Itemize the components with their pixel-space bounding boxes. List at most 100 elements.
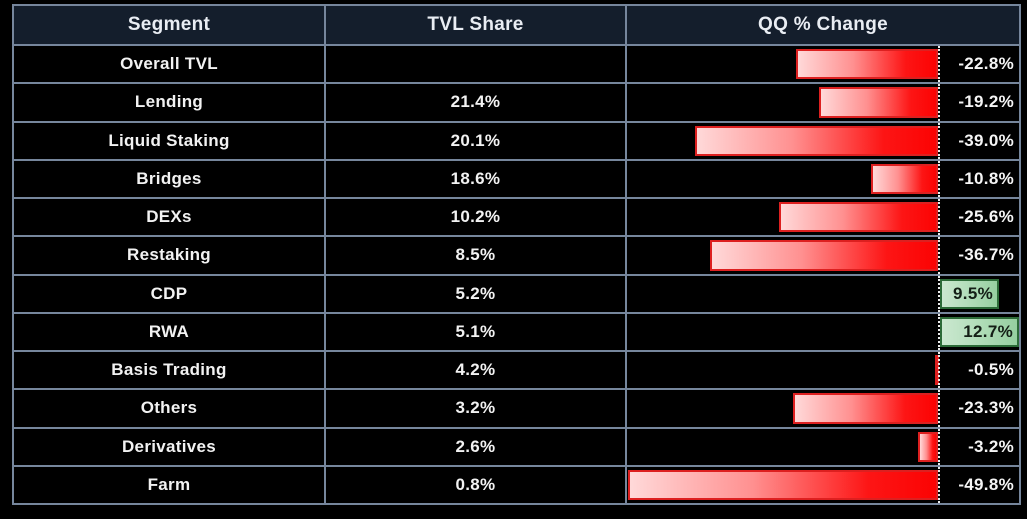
qq-change-cell: -0.5% — [627, 352, 1019, 389]
segment-cell: Liquid Staking — [14, 122, 324, 159]
tvl-share-value: 5.2% — [455, 283, 496, 303]
segment-cell: Lending — [14, 84, 324, 121]
segment-cell: RWA — [14, 313, 324, 350]
qq-change-bar — [710, 240, 938, 271]
zero-baseline — [938, 466, 940, 503]
tvl-share-cell: 3.2% — [326, 390, 625, 427]
qq-change-value: -10.8% — [958, 168, 1014, 188]
segment-cell: Farm — [14, 466, 324, 503]
segment-label: Liquid Staking — [108, 130, 230, 150]
zero-baseline — [938, 428, 940, 465]
qq-change-bar — [628, 469, 938, 500]
zero-baseline — [938, 160, 940, 197]
column-header-segment: Segment — [14, 6, 324, 44]
qq-change-value: -36.7% — [958, 245, 1014, 265]
segment-cell: Derivatives — [14, 428, 324, 465]
zero-baseline — [938, 199, 940, 236]
tvl-share-value: 20.1% — [450, 130, 501, 150]
segment-label: CDP — [150, 283, 188, 303]
qq-change-bar: 9.5% — [940, 278, 999, 309]
qq-change-value: -22.8% — [958, 54, 1014, 74]
qq-change-value: -23.3% — [958, 398, 1014, 418]
qq-change-bar — [779, 202, 938, 233]
tvl-share-value: 18.6% — [450, 168, 501, 188]
qq-change-cell: -10.8% — [627, 160, 1019, 197]
segment-label: Others — [140, 398, 198, 418]
tvl-share-value: 5.1% — [455, 321, 496, 341]
qq-change-bar — [918, 431, 938, 462]
qq-change-bar — [695, 125, 938, 156]
segment-label: RWA — [148, 321, 190, 341]
qq-change-cell: 12.7% — [627, 313, 1019, 350]
tvl-share-cell: 10.2% — [326, 199, 625, 236]
tvl-share-cell: 21.4% — [326, 84, 625, 121]
column-header-segment-label: Segment — [127, 14, 211, 35]
column-header-qq-change-label: QQ % Change — [758, 14, 888, 35]
tvl-share-cell: 0.8% — [326, 466, 625, 503]
zero-baseline — [938, 237, 940, 274]
segment-table: Segment TVL Share QQ % Change Overall TV… — [12, 4, 1021, 505]
qq-change-cell: -23.3% — [627, 390, 1019, 427]
zero-baseline — [938, 313, 940, 350]
segment-label: Basis Trading — [111, 360, 227, 380]
zero-baseline — [938, 46, 940, 83]
qq-change-cell: -22.8% — [627, 46, 1019, 83]
qq-change-cell: -49.8% — [627, 466, 1019, 503]
segment-cell: Overall TVL — [14, 46, 324, 83]
segment-label: Overall TVL — [120, 54, 218, 74]
segment-cell: Bridges — [14, 160, 324, 197]
qq-change-bar: 12.7% — [940, 316, 1019, 347]
tvl-share-value: 8.5% — [455, 245, 496, 265]
tvl-share-cell — [326, 46, 625, 83]
tvl-share-value: 10.2% — [450, 207, 501, 227]
segment-cell: Basis Trading — [14, 352, 324, 389]
qq-change-value: -25.6% — [958, 207, 1014, 227]
segment-label: Farm — [147, 474, 191, 494]
segment-label: Lending — [134, 92, 204, 112]
qq-change-value: -19.2% — [958, 92, 1014, 112]
qq-change-bar — [793, 393, 938, 424]
qq-change-value: -39.0% — [958, 130, 1014, 150]
column-header-tvl-share: TVL Share — [326, 6, 625, 44]
tvl-share-cell: 5.2% — [326, 275, 625, 312]
segment-label: Restaking — [127, 245, 211, 265]
tvl-share-cell: 20.1% — [326, 122, 625, 159]
qq-change-value: -49.8% — [958, 474, 1014, 494]
tvl-share-cell: 5.1% — [326, 313, 625, 350]
zero-baseline — [938, 84, 940, 121]
qq-change-bar — [796, 49, 938, 80]
qq-change-cell: -25.6% — [627, 199, 1019, 236]
segment-cell: Restaking — [14, 237, 324, 274]
segment-label: DEXs — [146, 207, 192, 227]
qq-change-cell: -36.7% — [627, 237, 1019, 274]
qq-change-value: -0.5% — [968, 360, 1014, 380]
tvl-share-cell: 4.2% — [326, 352, 625, 389]
tvl-share-value: 4.2% — [455, 360, 496, 380]
tvl-share-value: 2.6% — [455, 436, 496, 456]
segment-label: Bridges — [136, 168, 202, 188]
zero-baseline — [938, 122, 940, 159]
tvl-share-value: 0.8% — [455, 474, 496, 494]
tvl-share-cell: 8.5% — [326, 237, 625, 274]
qq-change-cell: -3.2% — [627, 428, 1019, 465]
tvl-share-value: 21.4% — [450, 92, 501, 112]
segment-cell: DEXs — [14, 199, 324, 236]
segment-cell: Others — [14, 390, 324, 427]
qq-change-cell: -19.2% — [627, 84, 1019, 121]
segment-cell: CDP — [14, 275, 324, 312]
zero-baseline — [938, 352, 940, 389]
qq-change-value: -3.2% — [968, 436, 1014, 456]
qq-change-cell: 9.5% — [627, 275, 1019, 312]
column-header-qq-change: QQ % Change — [627, 6, 1019, 44]
qq-change-bar — [819, 87, 938, 118]
tvl-share-cell: 2.6% — [326, 428, 625, 465]
tvl-share-cell: 18.6% — [326, 160, 625, 197]
zero-baseline — [938, 390, 940, 427]
segment-label: Derivatives — [121, 436, 217, 456]
qq-change-cell: -39.0% — [627, 122, 1019, 159]
tvl-share-value: 3.2% — [455, 398, 496, 418]
zero-baseline — [938, 275, 940, 312]
qq-change-bar — [871, 163, 938, 194]
column-header-tvl-share-label: TVL Share — [427, 14, 524, 35]
